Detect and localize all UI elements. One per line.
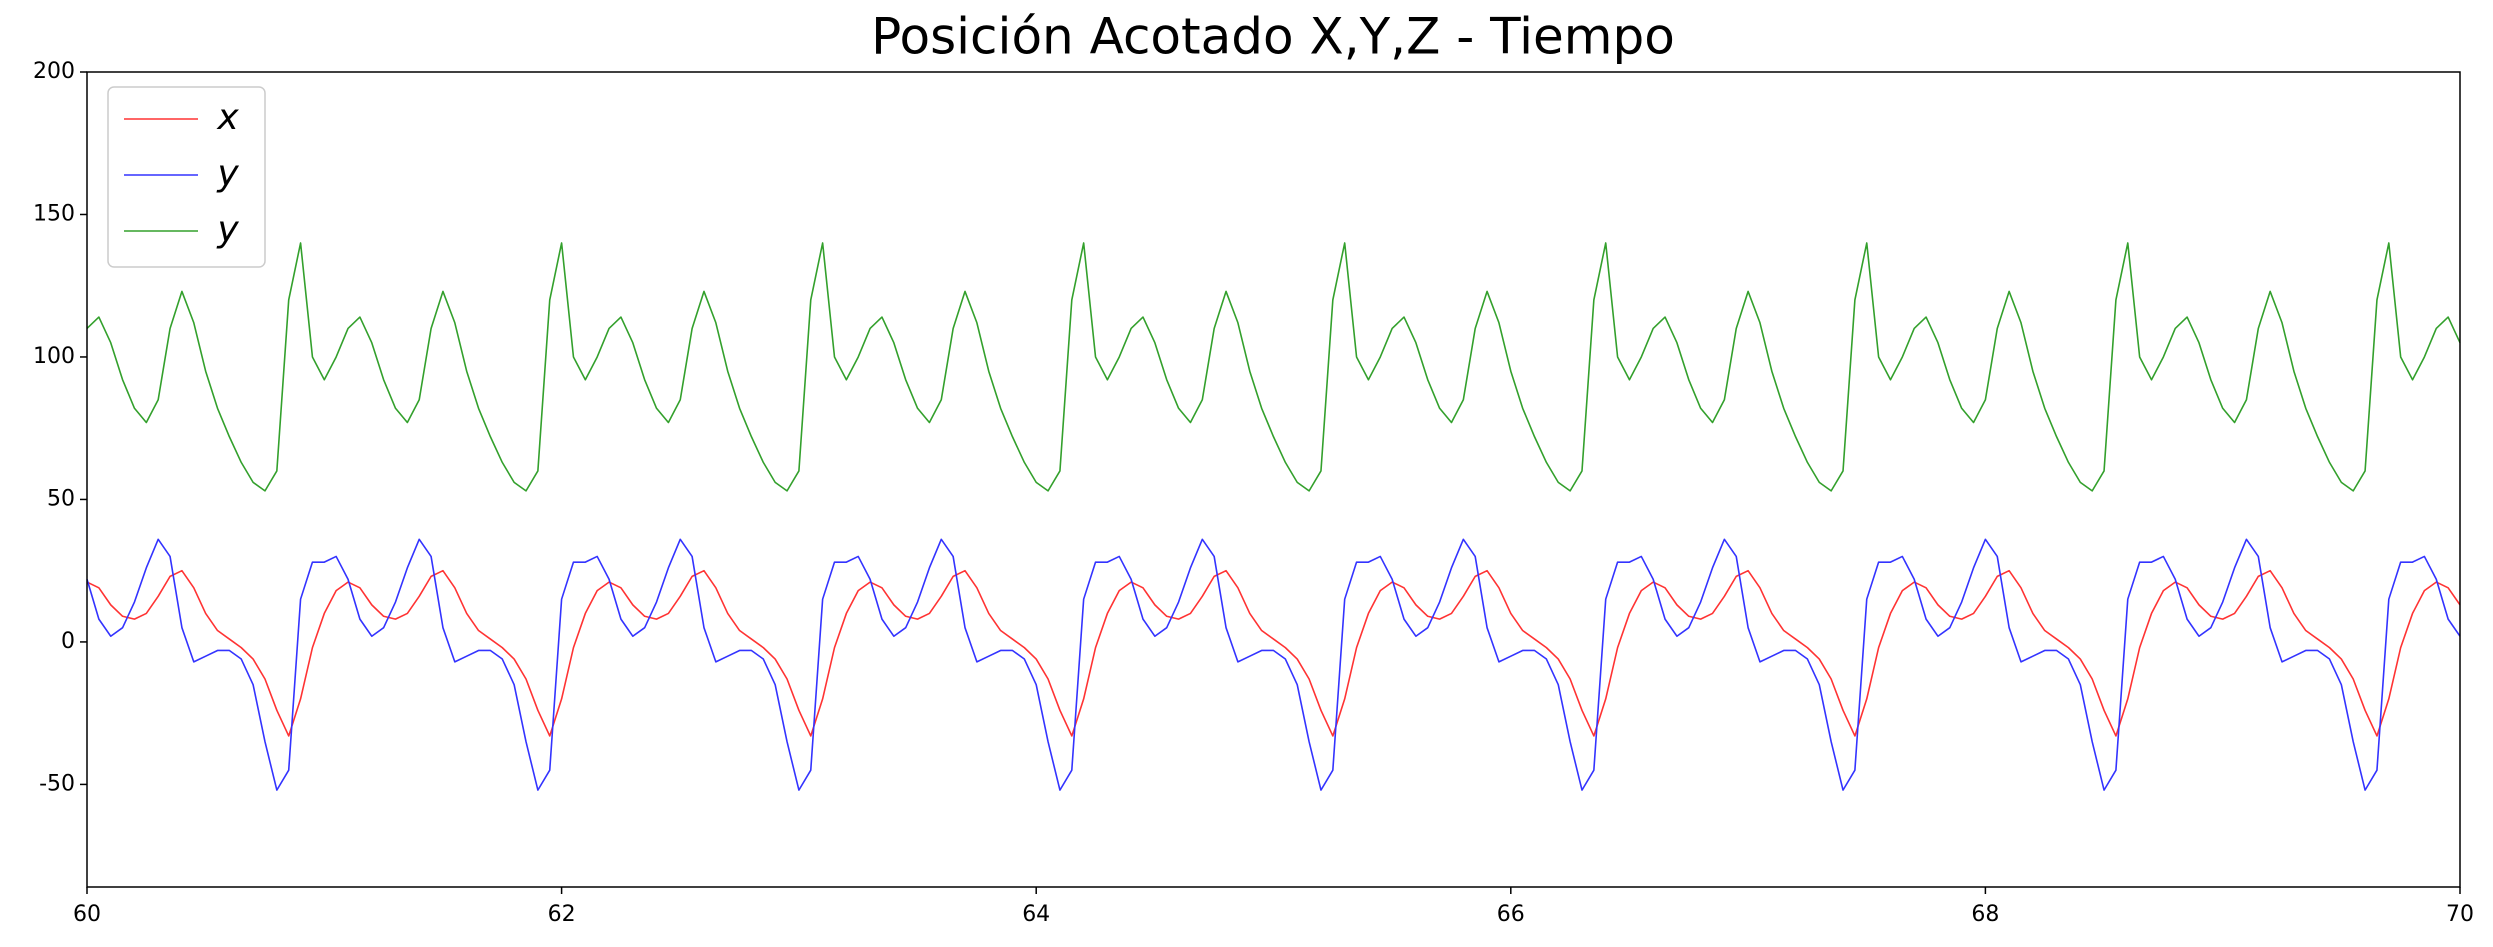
x-tick-label: 62 bbox=[548, 902, 576, 927]
chart-title: Posición Acotado X,Y,Z - Tiempo bbox=[871, 8, 1675, 66]
y-tick-label: 200 bbox=[33, 59, 75, 84]
legend-label: y bbox=[216, 209, 239, 250]
y-tick-label: 50 bbox=[47, 486, 75, 511]
x-tick-label: 60 bbox=[73, 902, 101, 927]
x-tick-label: 66 bbox=[1497, 902, 1525, 927]
series-line bbox=[86, 538, 2461, 791]
y-tick-label: -50 bbox=[39, 771, 75, 796]
plot-frame bbox=[86, 71, 2461, 888]
x-tick-label: 64 bbox=[1022, 902, 1050, 927]
y-tick-label: 0 bbox=[61, 629, 75, 654]
y-tick-label: 150 bbox=[33, 201, 75, 226]
y-tick-label: 100 bbox=[33, 344, 75, 369]
legend-label: x bbox=[216, 97, 239, 138]
legend-box bbox=[107, 86, 266, 268]
series-line bbox=[86, 569, 2461, 737]
x-tick-label: 68 bbox=[1971, 902, 1999, 927]
series-line bbox=[86, 242, 2461, 492]
x-tick-label: 70 bbox=[2446, 902, 2474, 927]
legend-label: y bbox=[216, 153, 239, 194]
